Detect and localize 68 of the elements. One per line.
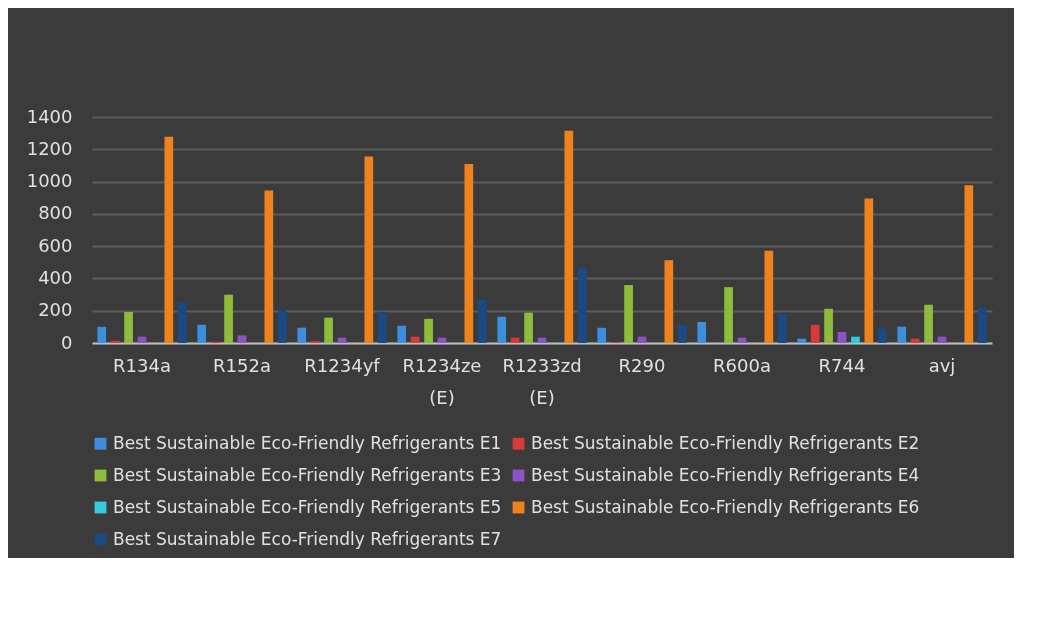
x-tick-label: avj <box>928 354 956 376</box>
bar <box>364 156 374 343</box>
bar <box>764 250 774 343</box>
bar <box>724 287 733 343</box>
bar <box>177 302 187 343</box>
bar <box>297 327 307 343</box>
legend-label: Best Sustainable Eco-Friendly Refrigerants E4 <box>531 464 920 485</box>
y-tick-label: 800 <box>38 202 73 224</box>
bar <box>677 324 687 343</box>
bar <box>397 325 407 343</box>
bar <box>797 338 807 343</box>
bar <box>410 336 420 343</box>
bar <box>910 338 920 343</box>
legend-label: Best Sustainable Eco-Friendly Refrigerants E5 <box>113 496 502 517</box>
bar <box>697 322 707 343</box>
bar <box>777 314 787 343</box>
bar <box>837 332 847 343</box>
bar <box>464 163 474 343</box>
bar <box>377 311 387 343</box>
legend-label: Best Sustainable Eco-Friendly Refrigerants E3 <box>113 464 502 485</box>
bar <box>877 328 887 343</box>
legend-label: Best Sustainable Eco-Friendly Refrigerants E6 <box>531 496 920 517</box>
bar <box>224 294 233 343</box>
bar <box>810 324 820 343</box>
bar <box>97 326 107 343</box>
x-tick-label: R1234ze (E) <box>402 354 482 408</box>
bar <box>664 260 674 343</box>
y-tick-label: 1400 <box>26 105 73 127</box>
bar <box>864 198 874 343</box>
bar <box>324 317 333 343</box>
bar <box>824 308 833 343</box>
bar <box>964 185 974 343</box>
bar <box>510 337 520 343</box>
y-tick-label: 0 <box>61 331 73 353</box>
bar <box>124 312 133 343</box>
bar <box>477 299 487 343</box>
bar <box>924 304 933 343</box>
legend-label: Best Sustainable Eco-Friendly Refrigerants E7 <box>113 528 502 549</box>
bar <box>897 326 907 343</box>
bar <box>497 316 507 343</box>
bar <box>424 318 433 343</box>
x-tick-label: R1234yf <box>304 354 381 376</box>
x-tick-label: R152a <box>213 354 271 376</box>
legend-label: Best Sustainable Eco-Friendly Refrigerants E1 <box>113 432 502 453</box>
bar <box>851 336 860 343</box>
legend-label: Best Sustainable Eco-Friendly Refrigerants E2 <box>531 432 920 453</box>
bar <box>197 324 207 343</box>
bar <box>164 136 174 343</box>
y-tick-label: 1200 <box>26 137 73 159</box>
y-tick-label: 1000 <box>26 170 73 192</box>
x-tick-label: R744 <box>818 354 866 376</box>
bar <box>237 335 247 343</box>
y-tick-label: 200 <box>38 299 73 321</box>
bar <box>564 130 574 343</box>
y-tick-label: 600 <box>38 234 73 256</box>
bar <box>524 312 533 343</box>
x-tick-label: R1233zd (E) <box>502 354 582 408</box>
bar <box>277 309 287 343</box>
x-tick-label: R600a <box>713 354 771 376</box>
bar <box>597 327 607 343</box>
bar <box>110 340 120 343</box>
bar <box>577 268 587 343</box>
bar <box>264 190 274 343</box>
x-tick-label: R134a <box>113 354 171 376</box>
bar <box>624 285 633 343</box>
y-tick-label: 400 <box>38 266 73 288</box>
bar <box>977 307 987 343</box>
x-tick-label: R290 <box>618 354 666 376</box>
